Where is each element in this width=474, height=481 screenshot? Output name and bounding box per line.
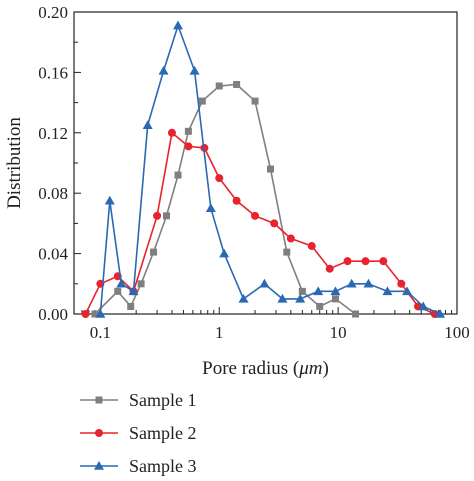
data-point <box>116 278 127 288</box>
data-point <box>313 286 324 296</box>
y-tick-label: 0.04 <box>38 245 68 264</box>
data-point <box>95 309 106 318</box>
data-point <box>325 264 334 273</box>
data-point <box>346 278 357 288</box>
data-point <box>270 219 279 228</box>
data-point <box>153 211 162 220</box>
data-point <box>219 248 230 258</box>
data-point <box>114 287 122 295</box>
data-point <box>330 286 341 296</box>
y-axis: 0.00 0.04 0.08 0.12 0.16 0.20 <box>38 3 81 324</box>
plot-frame <box>73 11 458 315</box>
data-point <box>286 234 295 243</box>
data-point <box>189 65 200 75</box>
x-tick-label: 0.1 <box>90 323 111 342</box>
data-point <box>363 278 374 288</box>
data-point <box>128 286 139 296</box>
y-tick-label: 0.08 <box>38 184 68 203</box>
y-tick-label: 0.16 <box>38 63 68 82</box>
data-point <box>150 248 158 256</box>
data-point <box>331 295 339 303</box>
legend-marker <box>95 429 103 437</box>
series-3 <box>95 20 446 318</box>
data-point <box>361 257 370 266</box>
x-axis: 0.1 1 10 100 <box>73 307 470 342</box>
data-point <box>379 257 388 266</box>
plot-area <box>73 11 458 315</box>
data-point <box>259 278 270 288</box>
data-point <box>316 302 324 310</box>
data-point <box>158 65 169 75</box>
y-axis-label: Distribution <box>4 117 25 209</box>
data-point <box>205 203 216 213</box>
data-point <box>382 286 393 296</box>
series-1 <box>91 80 359 318</box>
data-point <box>397 279 406 288</box>
y-tick-label: 0.00 <box>38 305 68 324</box>
data-point <box>163 212 171 220</box>
data-point <box>232 196 241 205</box>
data-point <box>343 257 352 266</box>
data-point <box>351 310 359 318</box>
data-point <box>283 248 291 256</box>
legend-item: Sample 3 <box>80 456 197 476</box>
x-tick-label: 10 <box>330 323 347 342</box>
x-tick-label: 1 <box>215 323 224 342</box>
legend-marker <box>95 396 103 404</box>
data-point <box>91 310 99 318</box>
legend-label: Sample 1 <box>129 390 197 410</box>
data-point <box>137 280 145 288</box>
legend-label: Sample 2 <box>129 423 197 443</box>
data-point <box>238 293 249 303</box>
data-point <box>402 286 413 296</box>
data-point <box>233 80 241 88</box>
data-point <box>251 211 260 220</box>
legend: Sample 1 Sample 2 Sample 3 <box>80 390 197 476</box>
series-line <box>99 24 441 315</box>
data-point <box>174 171 182 179</box>
legend-item: Sample 1 <box>80 390 197 410</box>
legend-label: Sample 3 <box>129 456 197 476</box>
data-point <box>435 309 446 318</box>
y-tick-label: 0.12 <box>38 124 68 143</box>
data-point <box>167 128 176 137</box>
data-point <box>295 293 306 303</box>
x-axis-label: Pore radius (μm) <box>202 358 329 379</box>
data-point <box>142 120 153 129</box>
data-point <box>277 293 288 303</box>
data-point <box>104 195 115 205</box>
data-point <box>267 165 275 173</box>
data-point <box>184 127 192 135</box>
data-point <box>307 242 316 251</box>
series-layer <box>81 20 446 318</box>
legend-item: Sample 2 <box>80 423 197 443</box>
data-point <box>81 310 90 318</box>
legend-marker <box>94 461 104 470</box>
data-point <box>127 302 135 310</box>
data-point <box>251 97 259 105</box>
data-point <box>215 174 224 183</box>
y-tick-label: 0.20 <box>38 3 68 22</box>
data-point <box>184 142 193 151</box>
data-point <box>298 287 306 295</box>
data-point <box>418 301 429 311</box>
data-point <box>215 82 223 90</box>
data-point <box>173 20 184 30</box>
x-tick-label: 100 <box>444 323 470 342</box>
data-point <box>198 97 206 105</box>
